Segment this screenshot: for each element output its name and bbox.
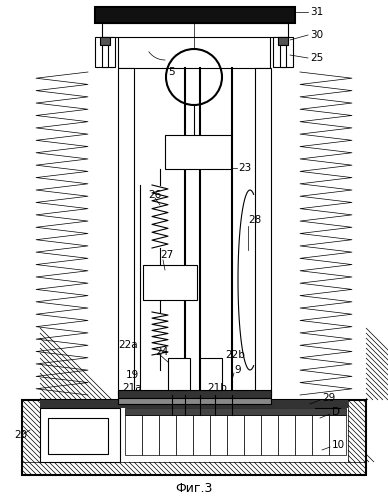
Text: 24: 24: [155, 347, 168, 357]
Bar: [100, 37, 110, 45]
Text: 29: 29: [322, 393, 335, 403]
Bar: [176, 415, 193, 455]
Bar: [261, 415, 278, 455]
Text: 22b: 22b: [225, 350, 245, 360]
Text: 27: 27: [160, 250, 173, 260]
Bar: [193, 415, 210, 455]
Bar: [125, 415, 142, 455]
Text: 26: 26: [148, 190, 161, 200]
Bar: [118, 398, 271, 404]
Text: 20: 20: [14, 430, 27, 440]
Text: 9: 9: [234, 365, 241, 375]
Bar: [278, 37, 288, 45]
Text: 30: 30: [310, 30, 323, 40]
Bar: [273, 37, 293, 67]
Text: D: D: [332, 407, 340, 417]
Bar: [244, 415, 261, 455]
Bar: [165, 135, 231, 169]
Bar: [40, 400, 348, 408]
Bar: [40, 408, 120, 462]
Bar: [95, 7, 295, 23]
Bar: [280, 45, 286, 67]
Text: 31: 31: [310, 7, 323, 17]
Bar: [118, 68, 134, 396]
Bar: [312, 415, 329, 455]
Bar: [48, 418, 108, 454]
Bar: [118, 23, 270, 68]
Bar: [295, 415, 312, 455]
Bar: [200, 358, 222, 390]
Text: Фиг.3: Фиг.3: [175, 482, 213, 494]
Bar: [22, 400, 40, 475]
Bar: [255, 68, 271, 396]
Bar: [348, 400, 366, 475]
Text: 5: 5: [168, 67, 175, 77]
Text: 25: 25: [310, 53, 323, 63]
Text: 28: 28: [248, 215, 261, 225]
Text: 21b: 21b: [207, 383, 227, 393]
Bar: [22, 400, 366, 475]
Bar: [22, 462, 366, 475]
Text: 10: 10: [332, 440, 345, 450]
Bar: [102, 45, 108, 67]
Bar: [227, 415, 244, 455]
Bar: [278, 415, 295, 455]
Bar: [118, 390, 271, 398]
Text: 19: 19: [126, 370, 139, 380]
Text: 23: 23: [238, 163, 251, 173]
Bar: [329, 415, 346, 455]
Bar: [102, 23, 288, 37]
Bar: [159, 415, 176, 455]
Bar: [143, 265, 197, 300]
Bar: [168, 358, 190, 390]
Text: 22a: 22a: [118, 340, 138, 350]
Bar: [95, 37, 115, 67]
Text: 21a: 21a: [122, 383, 142, 393]
Bar: [142, 415, 159, 455]
Bar: [125, 408, 346, 415]
Bar: [210, 415, 227, 455]
